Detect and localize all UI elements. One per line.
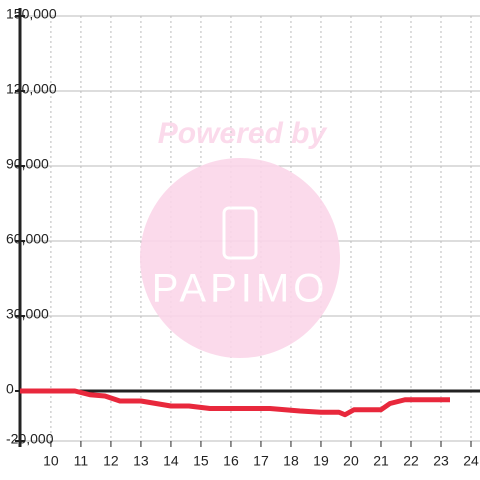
x-tick-label: 18 — [283, 453, 299, 469]
watermark: Powered by PAPIMO — [140, 117, 340, 358]
x-tick-label: 23 — [433, 453, 449, 469]
x-tick-label: 10 — [43, 453, 59, 469]
x-tick-label: 11 — [74, 453, 89, 469]
watermark-logo: PAPIMO — [152, 267, 329, 311]
grid — [20, 15, 480, 442]
x-tick-label: 20 — [343, 453, 359, 469]
y-tick-label: 60,000 — [6, 231, 49, 247]
x-tick-label: 24 — [463, 453, 479, 469]
x-tick-label: 16 — [223, 453, 239, 469]
y-tick-label: 30,000 — [6, 306, 49, 322]
x-tick-label: 17 — [253, 453, 269, 469]
y-tick-label: 120,000 — [6, 81, 57, 97]
x-tick-label: 22 — [403, 453, 419, 469]
y-tick-label: 90,000 — [6, 156, 49, 172]
y-tick-label: 0 — [6, 381, 14, 397]
watermark-icon — [222, 206, 258, 260]
x-tick-label: 12 — [103, 453, 119, 469]
watermark-text: Powered by — [158, 117, 328, 150]
y-tick-label: 150,000 — [6, 6, 57, 22]
x-tick-label: 15 — [193, 453, 209, 469]
x-tick-label: 14 — [163, 453, 179, 469]
data-line — [20, 388, 450, 418]
x-tick-label: 19 — [313, 453, 329, 469]
y-tick-label: -20,000 — [6, 431, 54, 447]
x-tick-label: 13 — [133, 453, 149, 469]
x-tick-label: 21 — [373, 453, 389, 469]
